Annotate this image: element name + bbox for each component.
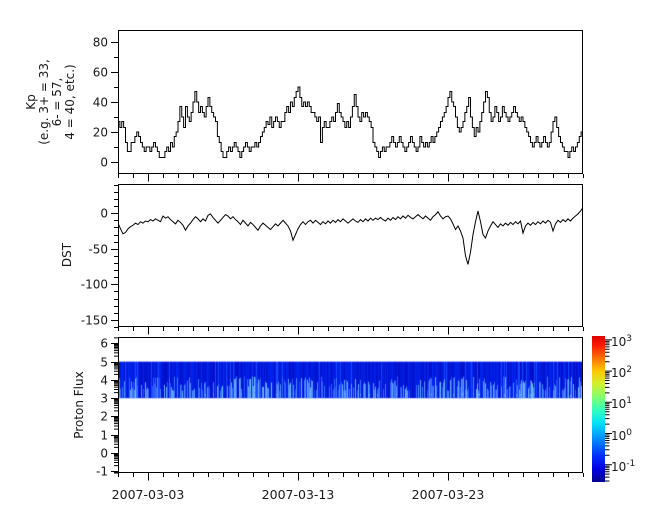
- colorbar-label-1e2: 102: [611, 365, 633, 380]
- ytick-label-dst: -100: [81, 278, 108, 292]
- colorbar-label-1e3: 103: [611, 334, 633, 349]
- x-tick-label-2007-03-23: 2007-03-23: [411, 487, 485, 502]
- ytick-label-proton_flux: 0: [100, 447, 108, 461]
- kp-step-series: [118, 86, 583, 158]
- ytick-label-proton_flux: 4: [100, 374, 108, 388]
- colorbar-label-1e-1: 10-1: [611, 459, 636, 474]
- ytick-label-proton_flux: 5: [100, 356, 108, 370]
- ytick-label-dst: -50: [88, 243, 108, 257]
- proton-flux-spectrogram: [118, 337, 583, 473]
- ytick-label-proton_flux: -1: [96, 465, 108, 479]
- ytick-label-kp: 40: [93, 96, 108, 110]
- ytick-label-dst: 0: [100, 207, 108, 221]
- x-tick-label-2007-03-03: 2007-03-03: [111, 487, 185, 502]
- ytick-label-proton_flux: 3: [100, 392, 108, 406]
- kp-axis-title: Kp (e.g. 3+ = 33, 6- = 57, 4 = 40, etc.): [24, 59, 77, 145]
- proton-flux-axis-title: Proton Flux: [72, 371, 86, 439]
- panel-frame-kp: [118, 30, 583, 174]
- colorbar: [592, 336, 605, 482]
- dst-line-series: [118, 207, 583, 265]
- ytick-label-kp: 20: [93, 126, 108, 140]
- colorbar-label-1e1: 101: [611, 396, 633, 411]
- ytick-label-proton_flux: 6: [100, 337, 108, 351]
- dst-axis-title: DST: [60, 242, 74, 268]
- axis-ticks: [111, 42, 612, 482]
- panel-frame-proton_flux: [118, 337, 583, 473]
- x-tick-label-2007-03-13: 2007-03-13: [261, 487, 335, 502]
- colorbar-label-1e0: 100: [611, 428, 633, 443]
- ytick-label-kp: 80: [93, 36, 108, 50]
- panel-frame-dst: [118, 184, 583, 327]
- ytick-label-kp: 0: [100, 156, 108, 170]
- ytick-label-proton_flux: 2: [100, 410, 108, 424]
- ytick-label-dst: -150: [81, 314, 108, 328]
- ytick-label-kp: 60: [93, 66, 108, 80]
- ytick-label-proton_flux: 1: [100, 429, 108, 443]
